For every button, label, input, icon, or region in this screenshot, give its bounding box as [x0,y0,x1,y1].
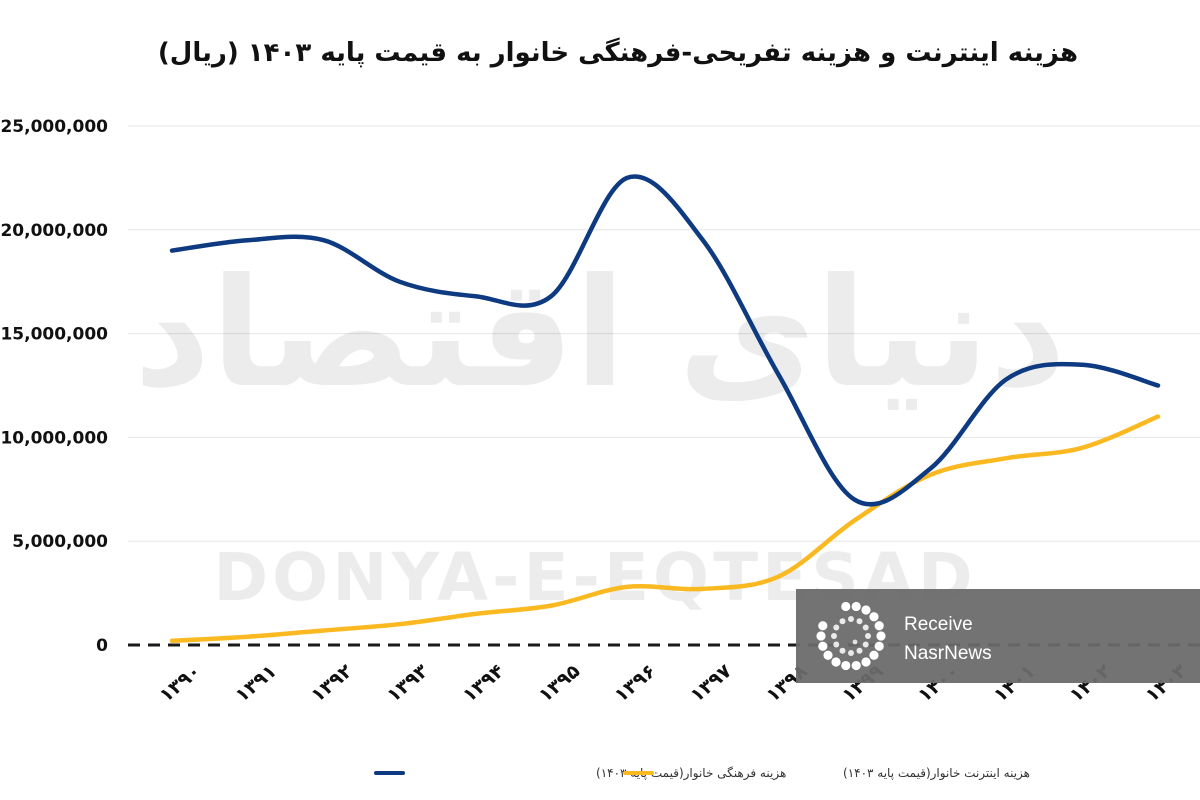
x-tick-label: ۱۳۹۶ [610,660,660,707]
x-tick-label: ۱۳۹۰ [155,660,205,707]
grid-lines [128,125,1200,542]
series-line-internet [169,414,1161,644]
series-line-culture [169,174,1161,507]
receive-nasrnews-badge: Receive NasrNews [796,589,1200,683]
y-tick-label: 10,000,000 [0,428,108,448]
legend-label-culture: هزینه فرهنگی خانوار(قیمت پایه ۱۴۰۳) [596,766,786,781]
x-tick-label: ۱۳۹۴ [459,660,509,707]
legend: هزینه فرهنگی خانوار(قیمت پایه ۱۴۰۳) هزینه… [374,766,1030,781]
badge-logo-icon [816,601,886,671]
y-tick-label: 25,000,000 [0,117,108,137]
watermark-persian: دنیای اقتصاد [134,247,1067,421]
legend-label-internet: هزینه اینترنت خانوار(قیمت پایه ۱۴۰۳) [843,766,1030,781]
watermark: دنیای اقتصاد DONYA-E-EQTESAD [134,247,1067,616]
x-tick-label: ۱۳۹۲ [307,660,357,707]
chart-title: هزینه اینترنت و هزینه تفریحی-فرهنگی خانو… [157,38,1079,68]
y-tick-label: 20,000,000 [0,221,108,241]
badge-line2: NasrNews [904,643,992,664]
badge-background [796,589,1200,683]
y-axis-ticks: 0 5,000,000 10,000,000 15,000,000 20,000,000… [0,117,108,656]
x-tick-label: ۱۳۹۳ [383,660,433,707]
badge-line1: Receive [904,614,973,635]
series-lines [169,174,1161,644]
x-tick-label: ۱۳۹۷ [686,660,736,707]
y-tick-label: 5,000,000 [12,532,108,552]
y-tick-label: 15,000,000 [0,325,108,345]
x-tick-label: ۱۳۹۱ [231,660,281,707]
y-tick-label: 0 [96,636,108,656]
x-tick-label: ۱۳۹۵ [535,660,585,707]
